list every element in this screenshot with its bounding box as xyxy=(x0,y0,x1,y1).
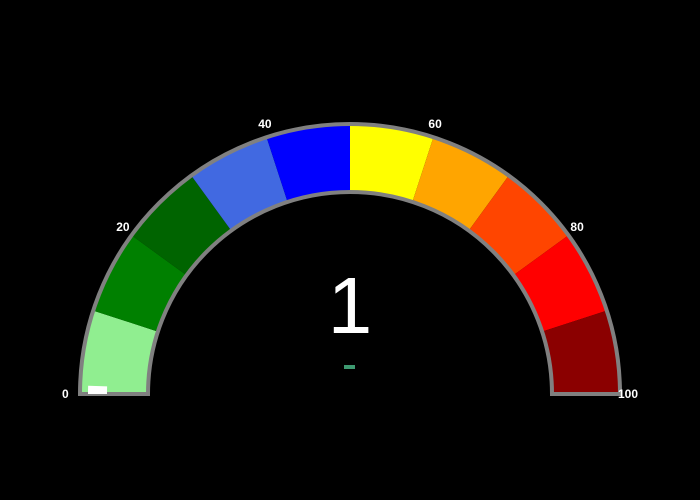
gauge-value-text: 1 xyxy=(328,261,373,350)
gauge-step-0 xyxy=(80,310,158,394)
tick-label-1: 20 xyxy=(116,220,130,234)
gauge-step-4 xyxy=(266,124,350,202)
gauge-steps xyxy=(80,124,620,394)
gauge-border xyxy=(77,122,623,396)
tick-label-5: 100 xyxy=(618,387,638,401)
tick-label-0: 0 xyxy=(62,387,69,401)
gauge-step-9 xyxy=(542,310,620,394)
tick-label-2: 40 xyxy=(258,117,272,131)
tick-label-3: 60 xyxy=(428,117,442,131)
gauge-step-5 xyxy=(350,124,434,202)
tick-label-4: 80 xyxy=(570,220,584,234)
gauge-bar xyxy=(88,385,108,394)
gauge-ticks: 0 20 40 60 80 100 xyxy=(62,117,638,401)
gauge-value-bar xyxy=(88,385,108,394)
gauge-outline xyxy=(77,122,623,396)
delta-indicator xyxy=(344,365,355,369)
